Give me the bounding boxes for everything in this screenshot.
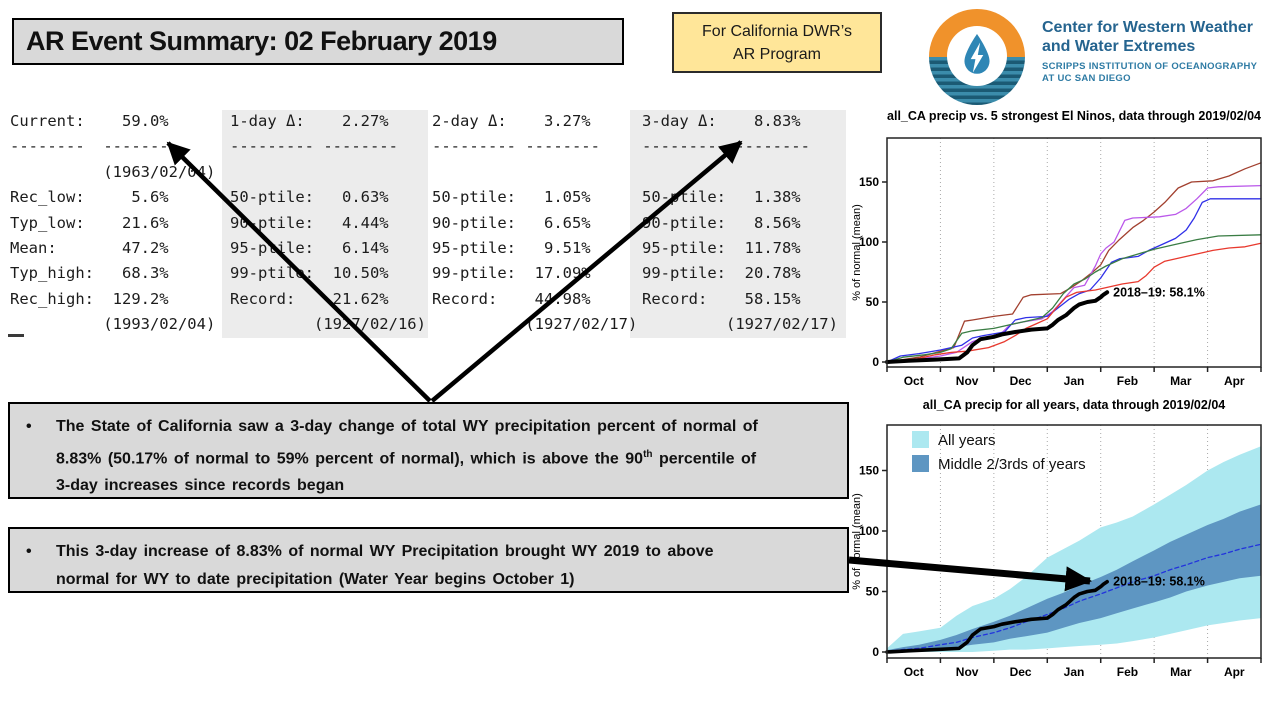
svg-text:All years: All years xyxy=(938,432,996,449)
bullet-dot: • xyxy=(26,543,32,560)
svg-text:Nov: Nov xyxy=(956,665,979,679)
ordinal-superscript: th xyxy=(643,448,653,460)
svg-text:150: 150 xyxy=(859,175,879,189)
stats-1day-column: 1-day Δ: 2.27% --------- -------- 50-pti… xyxy=(230,112,426,334)
svg-text:Feb: Feb xyxy=(1117,374,1138,388)
svg-text:2018–19: 58.1%: 2018–19: 58.1% xyxy=(1113,575,1205,589)
page-title: AR Event Summary: 02 February 2019 xyxy=(26,26,497,56)
bullet2-text: This 3-day increase of 8.83% of normal W… xyxy=(56,543,714,588)
logo-institution: SCRIPPS INSTITUTION OF OCEANOGRAPHY AT U… xyxy=(1042,61,1258,84)
stats-3day-column: 3-day Δ: 8.83% --------- -------- 50-pti… xyxy=(642,112,838,334)
svg-text:2018–19: 58.1%: 2018–19: 58.1% xyxy=(1113,285,1205,299)
summary-bullet-box-2: • This 3-day increase of 8.83% of normal… xyxy=(8,527,849,593)
logo-wordmark: Center for Western Weather and Water Ext… xyxy=(1042,18,1278,85)
logo-drop-icon xyxy=(947,26,1007,86)
slide-title-box: AR Event Summary: 02 February 2019 xyxy=(12,18,624,65)
stats-2day-column: 2-day Δ: 3.27% --------- -------- 50-pti… xyxy=(432,112,638,334)
truncated-output-mark xyxy=(8,334,24,337)
chart-all-years-climatology: Oct Nov Dec Jan Feb Mar Apr 0 50 100 150 all_CA pre… xyxy=(851,398,1262,679)
chart-el-nino-comparison: Oct Nov Dec Jan Feb Mar Apr 0 50 100 150 all_CA pre… xyxy=(851,109,1262,388)
svg-text:100: 100 xyxy=(859,524,879,538)
svg-text:50: 50 xyxy=(866,295,880,309)
svg-text:Mar: Mar xyxy=(1170,665,1192,679)
cw3e-logo-icon xyxy=(929,9,1025,105)
svg-text:Mar: Mar xyxy=(1170,374,1192,388)
svg-text:0: 0 xyxy=(872,645,879,659)
svg-text:all_CA precip vs. 5 strongest: all_CA precip vs. 5 strongest El Ninos, … xyxy=(887,109,1261,123)
svg-text:0: 0 xyxy=(872,355,879,369)
svg-text:Dec: Dec xyxy=(1010,374,1032,388)
svg-text:Apr: Apr xyxy=(1224,374,1245,388)
svg-text:all_CA precip for all years, d: all_CA precip for all years, data throug… xyxy=(923,398,1225,412)
program-note-box: For California DWR’s AR Program xyxy=(672,12,882,73)
logo-org-name: Center for Western Weather and Water Ext… xyxy=(1042,19,1254,55)
bullet1-text: The State of California saw a 3-day chan… xyxy=(56,418,758,495)
svg-text:Middle 2/3rds of years: Middle 2/3rds of years xyxy=(938,456,1086,473)
summary-bullet-box-1: • The State of California saw a 3-day ch… xyxy=(8,402,849,499)
svg-text:Dec: Dec xyxy=(1010,665,1032,679)
program-note-text: For California DWR’s AR Program xyxy=(702,22,852,63)
svg-text:Apr: Apr xyxy=(1224,665,1245,679)
svg-text:% of normal (mean): % of normal (mean) xyxy=(851,493,863,590)
svg-text:Feb: Feb xyxy=(1117,665,1138,679)
svg-text:50: 50 xyxy=(866,585,880,599)
svg-text:Jan: Jan xyxy=(1064,374,1085,388)
svg-text:100: 100 xyxy=(859,235,879,249)
svg-text:Jan: Jan xyxy=(1064,665,1085,679)
svg-text:Oct: Oct xyxy=(904,665,924,679)
svg-text:150: 150 xyxy=(859,464,879,478)
stats-current-column: Current: 59.0% -------- -------- (1963/0… xyxy=(10,112,216,334)
svg-text:% of normal (mean): % of normal (mean) xyxy=(851,204,863,301)
bullet-dot: • xyxy=(26,418,32,435)
svg-text:Nov: Nov xyxy=(956,374,979,388)
svg-text:Oct: Oct xyxy=(904,374,924,388)
